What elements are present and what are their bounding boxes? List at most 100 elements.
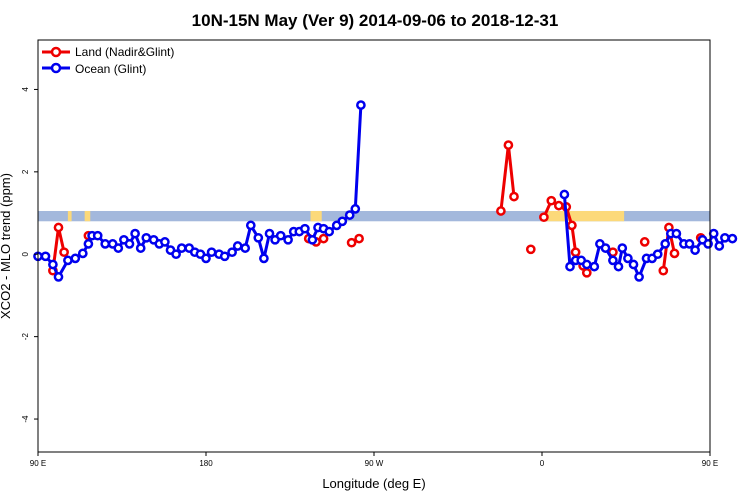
data-point-ocean <box>703 239 713 249</box>
data-point-land <box>553 200 564 211</box>
data-point-land <box>525 244 536 255</box>
band-ocean-segment <box>38 210 710 222</box>
data-point-ocean <box>113 243 124 253</box>
data-point-ocean <box>232 241 243 251</box>
band-land-segment <box>84 210 91 222</box>
data-point-ocean <box>589 261 600 272</box>
legend-label-land: Land (Nadir&Glint) <box>75 45 174 59</box>
data-point-ocean <box>253 232 264 243</box>
data-point-land <box>546 195 557 206</box>
data-point-ocean <box>337 216 348 227</box>
data-point-ocean <box>608 255 618 266</box>
data-point-ocean <box>201 253 211 264</box>
data-point-ocean <box>350 204 361 214</box>
data-point-ocean <box>83 239 94 249</box>
data-point-ocean <box>283 234 293 245</box>
data-point-land <box>59 247 69 258</box>
plot-series <box>33 100 738 282</box>
data-point-ocean <box>671 228 682 239</box>
data-point-ocean <box>581 259 592 270</box>
coverage-band <box>38 210 710 222</box>
data-point-ocean <box>171 249 181 260</box>
data-point-ocean <box>53 272 64 282</box>
data-point-ocean <box>623 253 633 264</box>
data-point-land <box>669 248 680 259</box>
data-point-ocean <box>660 239 671 249</box>
data-point-land <box>570 247 581 258</box>
data-point-land <box>346 237 357 248</box>
x-tick-label: 90 E <box>702 459 718 468</box>
data-point-ocean <box>300 223 310 234</box>
x-tick-label: 0 <box>540 459 545 468</box>
data-point-ocean <box>634 272 644 282</box>
y-tick-label: 4 <box>21 87 30 92</box>
data-point-ocean <box>245 220 256 231</box>
data-point-ocean <box>206 247 217 258</box>
data-point-ocean <box>708 228 719 239</box>
data-point-ocean <box>275 230 286 241</box>
data-point-ocean <box>227 247 237 258</box>
data-point-ocean <box>130 228 140 239</box>
data-point-ocean <box>70 253 81 264</box>
data-point-land <box>318 233 329 244</box>
data-point-ocean <box>684 239 695 249</box>
data-point-ocean <box>559 189 570 200</box>
data-point-ocean <box>690 245 700 255</box>
data-point-land <box>509 191 519 202</box>
legend: Land (Nadir&Glint) Ocean (Glint) <box>42 45 174 76</box>
legend-marker-land <box>50 46 62 58</box>
data-point-ocean <box>92 230 103 241</box>
data-point-ocean <box>124 239 135 249</box>
x-axis-ticks: 90 E 180 90 W 0 90 E <box>30 452 718 468</box>
data-point-ocean <box>652 249 663 260</box>
data-point-ocean <box>324 226 335 237</box>
band-land-segment <box>67 210 72 222</box>
data-point-ocean <box>628 259 639 270</box>
legend-label-ocean: Ocean (Glint) <box>75 62 146 76</box>
data-point-ocean <box>613 261 624 272</box>
data-point-ocean <box>264 228 275 239</box>
data-point-ocean <box>77 248 88 259</box>
data-point-land <box>639 237 650 247</box>
data-point-land <box>53 222 64 233</box>
data-point-ocean <box>63 255 73 266</box>
data-point-ocean <box>48 259 58 270</box>
data-point-ocean <box>307 234 318 245</box>
y-tick-label: 0 <box>21 251 30 256</box>
band-land-segment <box>545 210 625 222</box>
y-axis-label: XCO2 - MLO trend (ppm) <box>0 173 13 319</box>
data-point-ocean <box>100 239 111 249</box>
x-tick-label: 90 W <box>365 459 384 468</box>
series-line-land <box>499 143 516 212</box>
chart-title: 10N-15N May (Ver 9) 2014-09-06 to 2018-1… <box>192 11 559 30</box>
legend-marker-ocean <box>50 62 62 74</box>
y-axis-ticks: -4 -2 0 2 4 <box>21 87 38 423</box>
data-point-ocean <box>141 232 152 243</box>
data-point-land <box>496 206 506 216</box>
data-point-land <box>658 265 669 276</box>
data-point-ocean <box>727 233 738 244</box>
data-point-ocean <box>565 261 575 272</box>
y-tick-label: -4 <box>21 415 30 423</box>
x-tick-label: 90 E <box>30 459 46 468</box>
data-point-land <box>567 220 577 231</box>
data-point-ocean <box>714 241 725 251</box>
data-point-land <box>503 140 514 150</box>
data-point-ocean <box>259 253 269 264</box>
x-axis-label: Longitude (deg E) <box>322 476 425 491</box>
data-point-ocean <box>176 243 187 253</box>
data-point-ocean <box>356 100 366 110</box>
y-tick-label: 2 <box>21 169 30 174</box>
data-point-ocean <box>219 251 230 262</box>
data-point-ocean <box>600 243 611 253</box>
y-tick-label: -2 <box>21 333 30 341</box>
data-point-ocean <box>617 243 628 253</box>
data-point-land <box>581 267 592 278</box>
data-point-ocean <box>720 232 730 243</box>
data-point-ocean <box>40 251 51 262</box>
data-point-land <box>354 233 364 244</box>
data-point-ocean <box>135 243 146 253</box>
data-point-land <box>539 212 549 223</box>
data-point-ocean <box>160 237 170 247</box>
